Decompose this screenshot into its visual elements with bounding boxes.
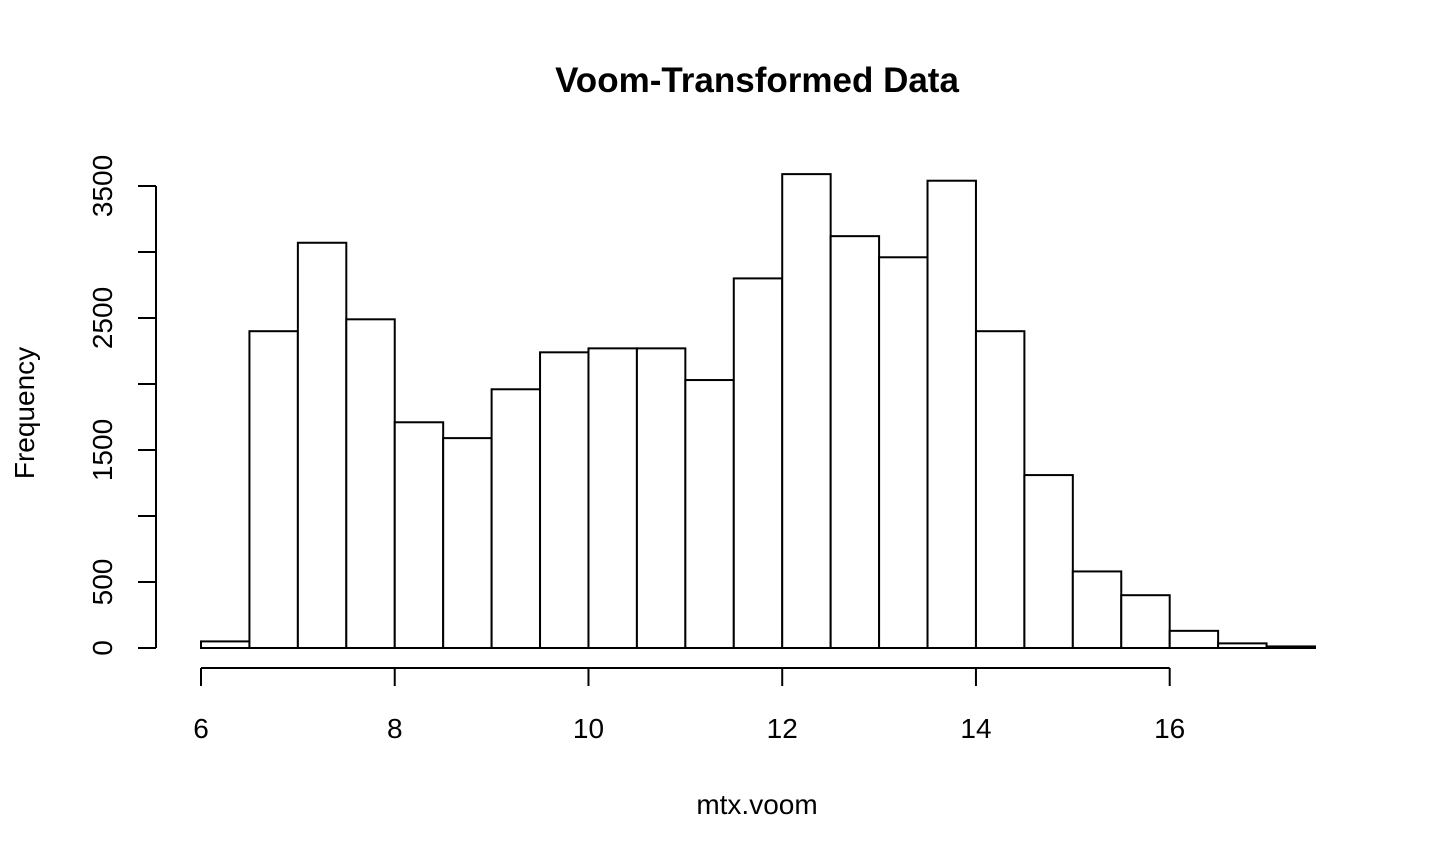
histogram-bar xyxy=(587,347,638,649)
histogram-bar xyxy=(974,330,1026,649)
histogram-bar xyxy=(393,421,445,649)
histogram-bar xyxy=(296,241,348,649)
y-axis-label: Frequency xyxy=(9,347,40,479)
histogram-bars xyxy=(200,173,1316,650)
histogram-bar xyxy=(490,388,542,649)
y-tick-label: 1500 xyxy=(87,419,118,481)
y-axis: 0 500 1500 2500 3500 xyxy=(87,155,157,656)
histogram-bar xyxy=(248,330,299,649)
histogram-bar xyxy=(878,256,929,649)
x-tick-label: 8 xyxy=(387,713,403,744)
histogram-bar xyxy=(345,318,396,649)
histogram-bar xyxy=(1071,570,1123,649)
histogram-bar xyxy=(1217,642,1268,650)
histogram-bar xyxy=(1265,645,1316,650)
histogram-bar xyxy=(1168,629,1220,650)
histogram-bar xyxy=(442,437,493,649)
y-tick-label: 2500 xyxy=(87,287,118,349)
histogram-bar xyxy=(635,347,687,649)
histogram-bar xyxy=(200,640,251,650)
x-tick-label: 6 xyxy=(193,713,209,744)
histogram-bar xyxy=(926,179,977,649)
x-tick-label: 10 xyxy=(573,713,604,744)
histogram-bar xyxy=(1023,474,1074,649)
chart-title: Voom-Transformed Data xyxy=(555,61,959,100)
y-tick-label: 0 xyxy=(87,640,118,656)
x-axis: 6 8 10 12 14 16 xyxy=(193,667,1185,744)
y-tick-label: 3500 xyxy=(87,155,118,217)
y-tick-label: 500 xyxy=(87,559,118,606)
x-tick-label: 12 xyxy=(767,713,798,744)
histogram-bar xyxy=(539,351,590,649)
x-axis-label: mtx.voom xyxy=(696,789,817,820)
histogram-bar xyxy=(684,379,735,649)
x-tick-label: 14 xyxy=(960,713,991,744)
histogram-bar xyxy=(1120,594,1171,650)
histogram-bar xyxy=(781,173,832,649)
histogram-bar xyxy=(732,277,784,649)
x-tick-label: 16 xyxy=(1154,713,1185,744)
histogram-bar xyxy=(829,235,881,649)
